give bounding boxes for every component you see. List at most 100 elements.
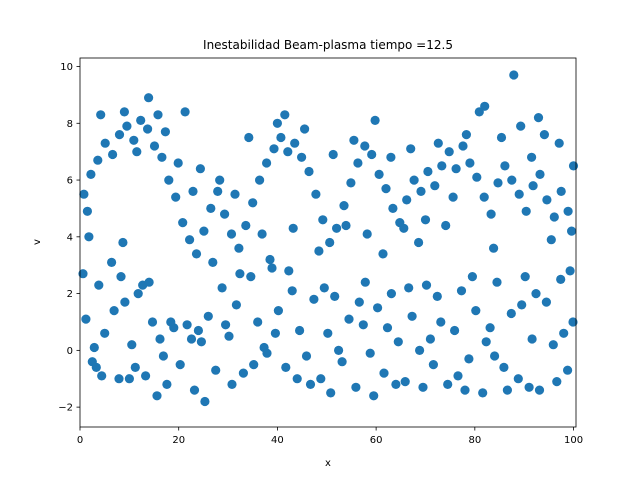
data-point [89, 342, 99, 353]
data-point [472, 172, 482, 182]
chart-title: Inestabilidad Beam-plasma tiempo =12.5 [203, 38, 453, 52]
data-point [360, 277, 370, 287]
data-point [425, 334, 435, 344]
data-point [443, 379, 453, 389]
data-point [507, 175, 517, 185]
x-tick-label: 80 [468, 435, 481, 446]
data-point [406, 144, 416, 154]
data-point [563, 206, 573, 216]
x-axis: 0 20 40 60 80 100 [77, 427, 583, 446]
data-point [481, 337, 491, 347]
data-point [114, 374, 124, 384]
data-point [144, 93, 154, 103]
data-point [407, 311, 417, 321]
y-tick-label: −2 [58, 403, 73, 414]
data-point [78, 269, 88, 279]
data-point [415, 345, 425, 355]
data-point [423, 166, 433, 177]
data-point [516, 121, 526, 131]
x-tick-label: 20 [172, 435, 185, 446]
data-point [464, 354, 474, 364]
data-point [400, 377, 410, 387]
data-point [486, 209, 496, 219]
data-point [451, 164, 461, 174]
data-point [521, 206, 531, 216]
data-point [304, 166, 314, 177]
data-point [448, 192, 458, 202]
data-point [124, 374, 134, 384]
data-point [460, 385, 470, 395]
data-point [81, 314, 91, 324]
data-point [428, 360, 438, 370]
data-point [379, 368, 389, 378]
data-point [211, 365, 221, 375]
data-point [332, 223, 342, 233]
data-point [567, 226, 577, 236]
data-point [114, 130, 125, 140]
data-point [496, 132, 507, 143]
data-point [86, 169, 96, 179]
data-point [531, 289, 541, 299]
data-point [502, 385, 512, 395]
data-point [492, 277, 502, 287]
data-point [414, 237, 424, 248]
data-point [272, 118, 282, 128]
data-point [386, 152, 396, 162]
data-point [367, 149, 377, 160]
data-point [360, 141, 370, 151]
x-axis-label: x [325, 458, 331, 469]
data-point [499, 362, 509, 372]
data-point [386, 289, 396, 299]
x-tick-label: 40 [271, 435, 284, 446]
data-point [480, 101, 490, 111]
data-point [533, 113, 544, 123]
data-point [353, 158, 363, 168]
data-point [175, 360, 185, 370]
data-point [527, 152, 537, 162]
data-point [164, 175, 174, 185]
data-point [290, 138, 300, 148]
data-point [158, 351, 168, 361]
data-point [173, 158, 183, 168]
data-point [153, 110, 163, 120]
data-point [418, 382, 428, 392]
data-point [339, 201, 349, 211]
data-point [262, 348, 272, 358]
data-point [107, 257, 117, 267]
data-point [221, 320, 231, 330]
data-point [213, 186, 223, 196]
data-point [490, 351, 500, 361]
data-point [79, 189, 89, 199]
data-point [370, 115, 380, 125]
data-point [143, 124, 153, 134]
data-point [220, 209, 230, 219]
data-point [287, 286, 297, 296]
data-point [318, 215, 328, 225]
data-point [528, 181, 538, 191]
data-point [244, 132, 254, 143]
data-point [436, 317, 446, 327]
data-point [391, 379, 401, 389]
data-point [133, 289, 143, 299]
data-point [404, 283, 414, 293]
data-point [127, 340, 137, 350]
data-point [300, 124, 310, 134]
data-point [269, 144, 279, 154]
data-point [297, 152, 307, 162]
y-axis: −2 0 2 4 6 8 10 [58, 62, 80, 414]
data-point [147, 317, 158, 327]
data-point [215, 175, 225, 185]
data-point [399, 223, 409, 233]
data-point [94, 280, 104, 290]
data-point [465, 158, 475, 168]
data-point [514, 189, 524, 199]
data-point [188, 186, 198, 196]
data-point [276, 132, 286, 143]
data-point [270, 328, 280, 338]
data-point [283, 147, 293, 157]
data-point [351, 382, 361, 392]
y-tick-label: 10 [60, 62, 73, 73]
data-point [450, 325, 460, 336]
data-point [500, 161, 510, 171]
data-point [309, 294, 319, 304]
